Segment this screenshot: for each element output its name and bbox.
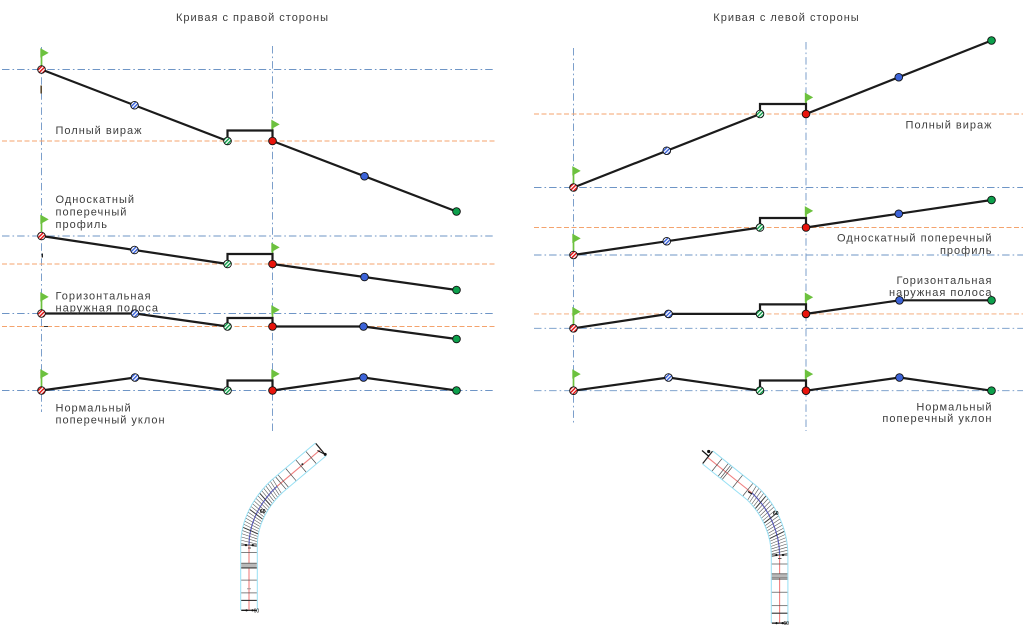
- svg-text:Нормальный: Нормальный: [56, 403, 132, 415]
- svg-text:Кривая с левой стороны: Кривая с левой стороны: [713, 12, 859, 24]
- svg-text:профиль: профиль: [940, 245, 993, 257]
- svg-text:Односкатный поперечный: Односкатный поперечный: [837, 233, 992, 245]
- svg-text:поперечный уклон: поперечный уклон: [882, 413, 992, 425]
- svg-text:поперечный: поперечный: [56, 207, 128, 219]
- svg-text:Односкатный: Односкатный: [56, 194, 136, 206]
- svg-text:60: 60: [254, 609, 260, 615]
- svg-text:Полный вираж: Полный вираж: [906, 120, 993, 132]
- svg-text:60: 60: [773, 511, 779, 517]
- svg-text:наружная полоса: наружная полоса: [889, 287, 992, 299]
- svg-text:наружная полоса: наружная полоса: [56, 303, 159, 315]
- svg-text:Нормальный: Нормальный: [916, 401, 992, 413]
- svg-text:поперечный уклон: поперечный уклон: [56, 415, 166, 427]
- svg-text:60: 60: [783, 621, 789, 626]
- svg-text:Полный вираж: Полный вираж: [56, 125, 143, 137]
- svg-text:Горизонтальная: Горизонтальная: [56, 291, 152, 303]
- svg-text:профиль: профиль: [56, 219, 109, 231]
- svg-text:Кривая с правой стороны: Кривая с правой стороны: [176, 12, 329, 24]
- svg-text:60: 60: [260, 509, 266, 515]
- svg-text:Горизонтальная: Горизонтальная: [896, 275, 992, 287]
